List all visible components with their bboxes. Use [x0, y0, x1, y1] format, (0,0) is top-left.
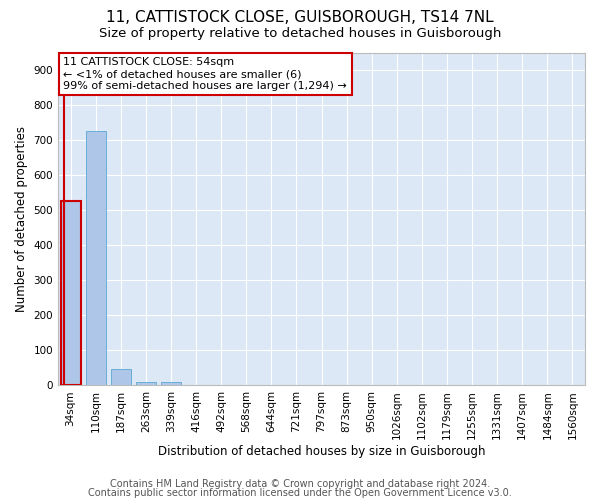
- Text: Contains public sector information licensed under the Open Government Licence v3: Contains public sector information licen…: [88, 488, 512, 498]
- Bar: [161, 382, 181, 386]
- X-axis label: Distribution of detached houses by size in Guisborough: Distribution of detached houses by size …: [158, 444, 485, 458]
- Y-axis label: Number of detached properties: Number of detached properties: [15, 126, 28, 312]
- Text: 11, CATTISTOCK CLOSE, GUISBOROUGH, TS14 7NL: 11, CATTISTOCK CLOSE, GUISBOROUGH, TS14 …: [106, 10, 494, 25]
- Bar: [111, 368, 131, 386]
- Text: Contains HM Land Registry data © Crown copyright and database right 2024.: Contains HM Land Registry data © Crown c…: [110, 479, 490, 489]
- Bar: [136, 382, 156, 386]
- Text: Size of property relative to detached houses in Guisborough: Size of property relative to detached ho…: [99, 28, 501, 40]
- Bar: [61, 202, 80, 386]
- Text: 11 CATTISTOCK CLOSE: 54sqm
← <1% of detached houses are smaller (6)
99% of semi-: 11 CATTISTOCK CLOSE: 54sqm ← <1% of deta…: [64, 58, 347, 90]
- Bar: [86, 132, 106, 386]
